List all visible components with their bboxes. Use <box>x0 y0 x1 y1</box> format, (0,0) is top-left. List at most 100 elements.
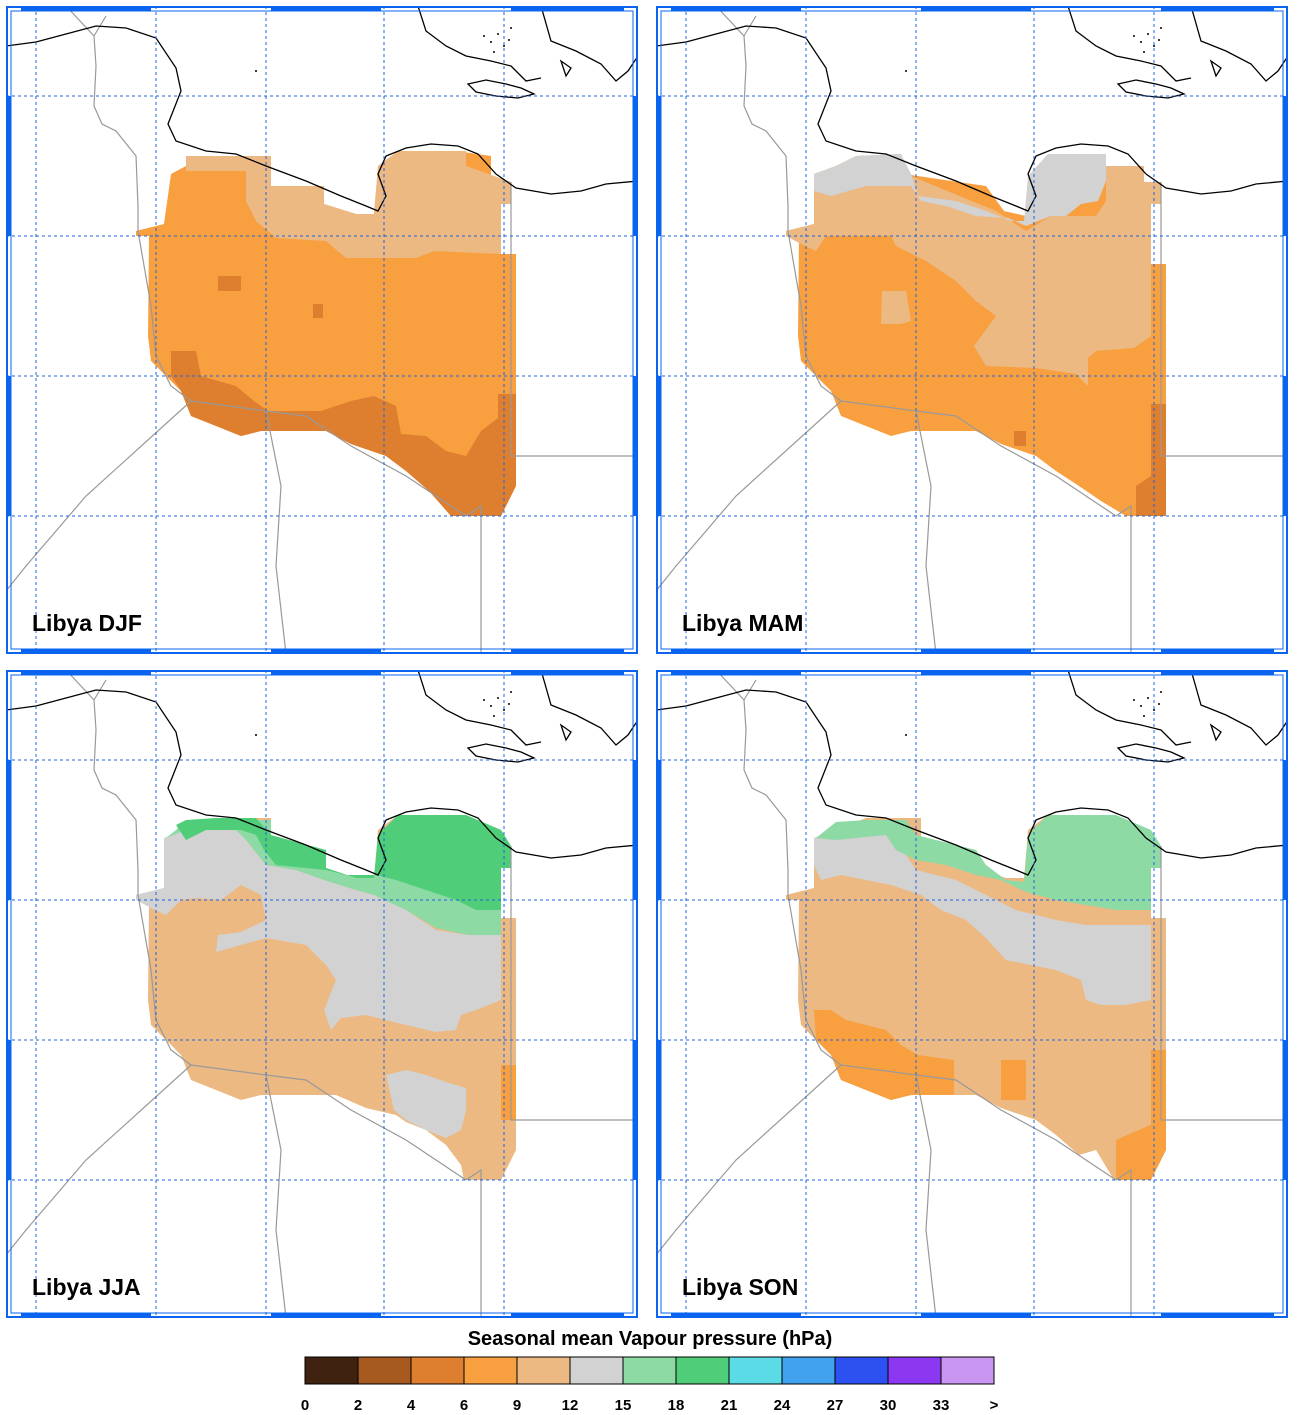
frame-segment-top-jja-1 <box>271 670 381 675</box>
coastline-mam-0 <box>656 25 1288 212</box>
country-border-mam-2 <box>840 400 937 654</box>
coastline-djf-4 <box>559 59 572 78</box>
coastline-son-1 <box>1067 670 1192 746</box>
field-jja <box>136 815 516 1180</box>
field-cell-mam-4 <box>881 291 911 324</box>
field-cell-djf-4 <box>313 304 323 318</box>
frame-segment-bottom-djf-1 <box>271 649 381 654</box>
coastline-mam-1 <box>1067 6 1192 82</box>
colorbar-tick-label-7: 18 <box>668 1397 685 1414</box>
frame-segment-left-mam-0 <box>656 96 661 236</box>
field-cell-son-3 <box>814 1010 954 1100</box>
coastline-jja-0 <box>6 689 638 876</box>
coastline-son-3 <box>1190 670 1288 746</box>
frame-segment-bottom-son-1 <box>921 1313 1031 1318</box>
island-jja-7 <box>510 691 512 693</box>
frame-segment-bottom-djf-2 <box>511 649 624 654</box>
island-djf-2 <box>497 33 499 35</box>
island-son-4 <box>1143 715 1145 717</box>
colorbar-swatch-4 <box>516 1356 571 1385</box>
country-border-djf-5 <box>510 182 638 457</box>
frame-segment-left-jja-1 <box>6 1040 11 1180</box>
map-panel-mam: Libya MAM <box>656 6 1288 654</box>
island-son-3 <box>1153 709 1155 711</box>
frame-segment-top-son-1 <box>921 670 1031 675</box>
field-cell-son-5 <box>1116 1050 1166 1180</box>
colorbar-swatch-12 <box>940 1356 995 1385</box>
island-mam-1 <box>1140 41 1142 43</box>
island-mam-3 <box>1153 45 1155 47</box>
colorbar-swatch-8 <box>728 1356 783 1385</box>
field-cell-son-2 <box>816 815 1161 910</box>
frame-segment-left-son-0 <box>656 760 661 900</box>
field-cell-son-1 <box>814 828 1151 1005</box>
frame-segment-right-jja-1 <box>633 1040 638 1180</box>
frame-segment-left-mam-1 <box>656 376 661 516</box>
field-cell-jja-4 <box>176 815 511 910</box>
colorbar-tick-label-11: 30 <box>880 1397 897 1414</box>
country-border-djf-3 <box>265 410 467 517</box>
island-jja-1 <box>490 705 492 707</box>
colorbar-tick-label-12: 33 <box>933 1397 950 1414</box>
coastline-jja-3 <box>540 670 638 746</box>
island-mam-0 <box>1133 35 1135 37</box>
island-jja-5 <box>508 703 510 705</box>
field-son <box>786 815 1166 1180</box>
island-son-1 <box>1140 705 1142 707</box>
coastline-djf-3 <box>540 6 638 82</box>
frame-segment-left-djf-1 <box>6 376 11 516</box>
island-son-2 <box>1147 697 1149 699</box>
field-cell-mam-1 <box>786 166 1161 386</box>
colorbar-tick-label-0: 0 <box>301 1397 309 1414</box>
frame-segment-right-djf-0 <box>633 96 638 236</box>
country-border-djf-1 <box>6 400 192 592</box>
field-cell-son-4 <box>1001 1060 1026 1100</box>
field-cell-djf-1 <box>186 151 511 258</box>
island-djf-4 <box>493 51 495 53</box>
coastline-mam-3 <box>1190 6 1288 82</box>
coastline-djf-2 <box>466 79 536 99</box>
country-border-djf-4 <box>465 504 482 654</box>
island-son-5 <box>1158 703 1160 705</box>
colorbar-swatch-11 <box>887 1356 942 1385</box>
frame-segment-top-jja-2 <box>511 670 624 675</box>
map-son <box>656 670 1288 1318</box>
panel-title-son: Libya SON <box>682 1274 799 1300</box>
frame-segment-bottom-jja-0 <box>21 1313 151 1318</box>
island-djf-0 <box>483 35 485 37</box>
panel-title-djf: Libya DJF <box>32 610 142 636</box>
colorbar-swatch-7 <box>675 1356 730 1385</box>
country-border-mam-3 <box>915 410 1117 517</box>
frame-segment-bottom-mam-0 <box>671 649 801 654</box>
colorbar-tick-label-6: 15 <box>615 1397 632 1414</box>
coastline-mam-4 <box>1209 59 1222 78</box>
frame-segment-top-djf-2 <box>511 6 624 11</box>
field-cell-mam-6 <box>1014 431 1026 446</box>
island-son-0 <box>1133 699 1135 701</box>
field-cell-jja-2 <box>386 1070 466 1138</box>
colorbar-swatch-9 <box>781 1356 836 1385</box>
colorbar-swatch-6 <box>622 1356 677 1385</box>
country-border-jja-2 <box>190 1064 287 1318</box>
colorbar-tick-label-2: 4 <box>407 1397 416 1414</box>
frame-segment-right-son-1 <box>1283 1040 1288 1180</box>
colorbar-swatch-2 <box>410 1356 465 1385</box>
island-mam-4 <box>1143 51 1145 53</box>
field-mam <box>786 154 1166 516</box>
country-border-son-5 <box>1160 846 1288 1121</box>
island-djf-7 <box>510 27 512 29</box>
frame-segment-top-djf-0 <box>21 6 151 11</box>
country-border-mam-5 <box>1160 182 1288 457</box>
frame-segment-right-son-0 <box>1283 760 1288 900</box>
colorbar-tick-label-9: 24 <box>774 1397 791 1414</box>
colorbar-swatch-3 <box>463 1356 518 1385</box>
colorbar-swatch-1 <box>357 1356 412 1385</box>
colorbar-tick-label-8: 21 <box>721 1397 738 1414</box>
coastline-son-0 <box>656 689 1288 876</box>
island-son-6 <box>905 734 907 736</box>
map-panel-son: Libya SON <box>656 670 1288 1318</box>
map-panel-jja: Libya JJA <box>6 670 638 1318</box>
map-jja <box>6 670 638 1318</box>
frame-segment-bottom-son-0 <box>671 1313 801 1318</box>
coastline-jja-2 <box>466 743 536 763</box>
